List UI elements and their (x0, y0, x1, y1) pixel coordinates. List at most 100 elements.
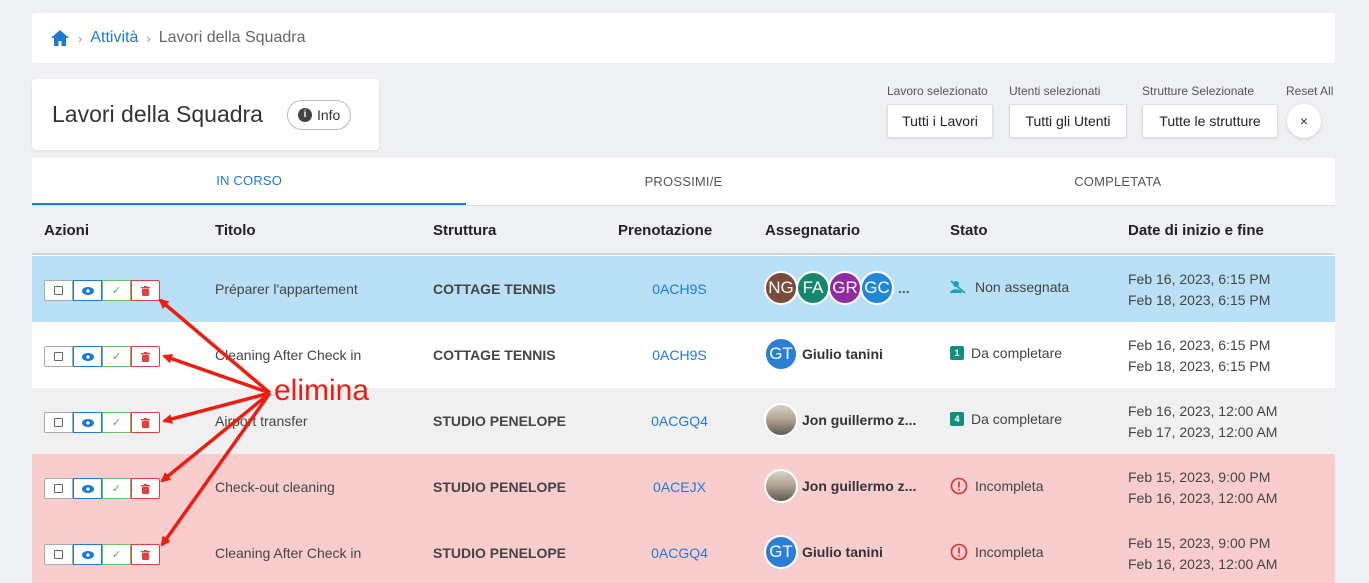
cell-titolo[interactable]: Cleaning After Check in (215, 545, 362, 561)
view-button[interactable] (73, 280, 102, 301)
cell-assegnatario[interactable]: GT Giulio tanini (764, 535, 883, 569)
cell-struttura: STUDIO PENELOPE (433, 479, 567, 495)
tab-prossimi[interactable]: PROSSIMI/E (644, 174, 723, 189)
table-row[interactable]: ✓ Préparer l'appartement COTTAGE TENNIS … (32, 256, 1335, 322)
avatar: GT (764, 535, 798, 569)
filter-utenti-label: Utenti selezionati (1009, 84, 1101, 98)
arrow-line (162, 391, 271, 424)
arrow-line (158, 298, 272, 395)
select-checkbox[interactable] (44, 544, 73, 565)
table-row[interactable]: ✓ Check-out cleaning STUDIO PENELOPE 0AC… (32, 454, 1335, 520)
delete-button[interactable] (131, 346, 160, 367)
row-actions: ✓ (44, 478, 160, 499)
view-button[interactable] (73, 544, 102, 565)
eye-icon (81, 484, 94, 493)
filter-utenti-button[interactable]: Tutti gli Utenti (1009, 104, 1127, 138)
arrow-line (160, 391, 272, 483)
cell-stato: Incompleta (950, 543, 1043, 561)
trash-icon (141, 285, 150, 296)
home-icon[interactable] (50, 28, 70, 48)
breadcrumb-attivita[interactable]: Attività (90, 29, 139, 46)
cell-prenotazione[interactable]: 0ACEJX (653, 479, 706, 495)
filter-lavoro-label: Lavoro selezionato (887, 84, 988, 98)
select-checkbox[interactable] (44, 478, 73, 499)
view-button[interactable] (73, 478, 102, 499)
cell-assegnatario[interactable]: NG FA GR GC ... (764, 271, 910, 305)
info-button[interactable]: i Info (286, 99, 352, 130)
end-date: Feb 18, 2023, 6:15 PM (1128, 292, 1271, 308)
complete-button[interactable]: ✓ (102, 412, 131, 433)
avatar-photo (764, 469, 798, 503)
breadcrumb-current: Lavori della Squadra (158, 29, 306, 46)
eye-icon (81, 550, 94, 559)
cell-titolo[interactable]: Cleaning After Check in (215, 347, 362, 363)
check-icon: ✓ (111, 549, 122, 561)
cell-struttura: STUDIO PENELOPE (433, 545, 567, 561)
cell-prenotazione[interactable]: 0ACH9S (652, 347, 707, 363)
row-actions: ✓ (44, 544, 160, 565)
complete-button[interactable]: ✓ (102, 346, 131, 367)
cell-prenotazione[interactable]: 0ACGQ4 (651, 413, 708, 429)
view-button[interactable] (73, 412, 102, 433)
cell-stato: Incompleta (950, 477, 1043, 495)
avatar: GT (764, 337, 798, 371)
stato-label: Da completare (971, 411, 1063, 427)
delete-button[interactable] (131, 280, 160, 301)
eye-icon (81, 418, 94, 427)
cell-assegnatario[interactable]: Jon guillermo z... (764, 469, 916, 503)
end-date: Feb 18, 2023, 6:15 PM (1128, 358, 1271, 374)
reset-all-button[interactable]: × (1287, 104, 1321, 138)
header-assegnatario[interactable]: Assegnatario (765, 222, 861, 239)
row-actions: ✓ (44, 346, 160, 367)
header-titolo[interactable]: Titolo (215, 222, 256, 239)
start-date: Feb 16, 2023, 6:15 PM (1128, 337, 1271, 353)
avatar: NG (764, 271, 798, 305)
cell-stato: 1 Da completare (950, 345, 1062, 361)
cell-titolo[interactable]: Check-out cleaning (215, 479, 335, 495)
cell-struttura: STUDIO PENELOPE (433, 413, 567, 429)
view-button[interactable] (73, 346, 102, 367)
cell-assegnatario[interactable]: GT Giulio tanini (764, 337, 883, 371)
arrow-line (162, 353, 271, 395)
row-actions: ✓ (44, 412, 160, 433)
header-azioni: Azioni (44, 222, 89, 239)
delete-button[interactable] (131, 412, 160, 433)
header-stato[interactable]: Stato (950, 222, 988, 239)
delete-button[interactable] (131, 478, 160, 499)
complete-button[interactable]: ✓ (102, 280, 131, 301)
filter-strutture-button[interactable]: Tutte le strutture (1142, 104, 1278, 138)
assignee-name: Giulio tanini (802, 544, 883, 560)
cell-titolo[interactable]: Préparer l'appartement (215, 281, 358, 297)
delete-button[interactable] (131, 544, 160, 565)
avatar: GC (860, 271, 894, 305)
select-checkbox[interactable] (44, 412, 73, 433)
select-checkbox[interactable] (44, 280, 73, 301)
eye-icon (81, 352, 94, 361)
avatar-photo (764, 403, 798, 437)
end-date: Feb 17, 2023, 12:00 AM (1128, 424, 1278, 440)
check-icon: ✓ (111, 417, 122, 429)
reset-all-label: Reset All (1286, 84, 1334, 98)
table-row[interactable]: ✓ Cleaning After Check in COTTAGE TENNIS… (32, 322, 1335, 388)
count-badge: 1 (950, 346, 964, 360)
select-checkbox[interactable] (44, 346, 73, 367)
cell-date: Feb 16, 2023, 6:15 PM Feb 18, 2023, 6:15… (1128, 335, 1270, 377)
header-prenotazione[interactable]: Prenotazione (618, 222, 713, 239)
cell-assegnatario[interactable]: Jon guillermo z... (764, 403, 916, 437)
page-title: Lavori della Squadra (52, 101, 263, 127)
assignee-name: Jon guillermo z... (802, 412, 917, 428)
tab-completata[interactable]: COMPLETATA (1074, 174, 1162, 189)
tab-in-corso[interactable]: IN CORSO (32, 158, 467, 205)
table-row[interactable]: ✓ Cleaning After Check in STUDIO PENELOP… (32, 520, 1335, 583)
cell-date: Feb 15, 2023, 9:00 PM Feb 16, 2023, 12:0… (1128, 533, 1277, 575)
header-date[interactable]: Date di inizio e fine (1128, 222, 1264, 239)
more-assignees: ... (898, 280, 910, 296)
check-icon: ✓ (111, 483, 122, 495)
complete-button[interactable]: ✓ (102, 544, 131, 565)
cell-prenotazione[interactable]: 0ACH9S (652, 281, 707, 297)
header-struttura[interactable]: Struttura (433, 222, 497, 239)
breadcrumb: › Attività › Lavori della Squadra (32, 13, 1335, 63)
complete-button[interactable]: ✓ (102, 478, 131, 499)
filter-lavoro-button[interactable]: Tutti i Lavori (887, 104, 993, 138)
cell-prenotazione[interactable]: 0ACGQ4 (651, 545, 708, 561)
